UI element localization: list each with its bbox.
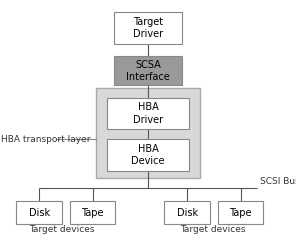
FancyBboxPatch shape — [16, 201, 62, 224]
Text: Tape: Tape — [81, 208, 104, 218]
Text: HBA
Device: HBA Device — [131, 144, 165, 166]
Text: HBA
Driver: HBA Driver — [133, 102, 163, 125]
Text: HBA transport layer: HBA transport layer — [1, 135, 91, 143]
FancyBboxPatch shape — [70, 201, 115, 224]
FancyBboxPatch shape — [107, 139, 189, 171]
Text: Disk: Disk — [177, 208, 198, 218]
FancyBboxPatch shape — [114, 56, 182, 85]
FancyBboxPatch shape — [107, 98, 189, 129]
FancyBboxPatch shape — [164, 201, 210, 224]
Text: Target devices: Target devices — [180, 225, 246, 234]
Text: SCSA
Interface: SCSA Interface — [126, 60, 170, 82]
Text: SCSI Bus: SCSI Bus — [260, 177, 296, 186]
Text: Tape: Tape — [229, 208, 252, 218]
FancyBboxPatch shape — [218, 201, 263, 224]
FancyBboxPatch shape — [96, 88, 200, 178]
Text: Target
Driver: Target Driver — [133, 17, 163, 39]
FancyBboxPatch shape — [114, 12, 182, 44]
Text: Target devices: Target devices — [29, 225, 95, 234]
Text: Disk: Disk — [29, 208, 50, 218]
